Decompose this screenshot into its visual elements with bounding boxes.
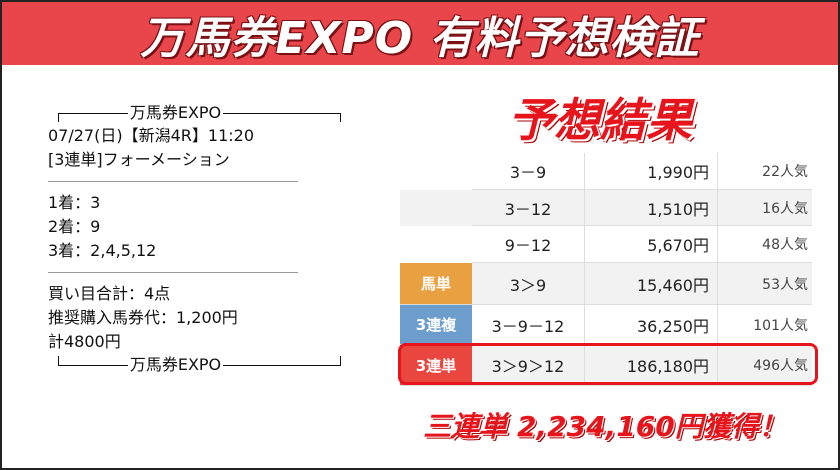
payout-table: ワイド 3－9 1,990円 22人気 3－12 1,510円 16人気 9－1…	[400, 153, 812, 386]
payout-cell: 15,460円	[584, 263, 717, 305]
sanrentan-highlight-box	[398, 343, 818, 385]
popularity-cell: 22人気	[717, 153, 812, 190]
popularity-cell: 16人気	[717, 190, 812, 226]
banner-title: 万馬券EXPO 有料予想検証	[140, 12, 700, 64]
payout-cell: 5,670円	[584, 226, 717, 263]
payout-cell: 186,180円	[584, 345, 717, 386]
combo-cell: 3－9－12	[472, 305, 584, 345]
table-row: 3連単 3＞9＞12 186,180円 496人気	[400, 345, 812, 386]
payout-cell: 1,510円	[584, 190, 717, 226]
race-date-line: 07/27(日)【新潟4R】11:20	[48, 126, 255, 145]
points-line: 買い目合計：4点	[48, 284, 171, 303]
bet-type-sanrentan: 3連単	[400, 345, 472, 386]
payout-cell: 1,990円	[584, 153, 717, 190]
ticket-header: 万馬券EXPO	[48, 102, 341, 124]
combo-cell: 3＞9	[472, 263, 584, 305]
result-title: 予想結果	[508, 93, 692, 147]
combo-cell: 3＞9＞12	[472, 345, 584, 386]
total-line: 計4800円	[48, 332, 121, 351]
ticket-panel: 万馬券EXPO 07/27(日)【新潟4R】11:20 [3連単]フォーメーショ…	[48, 102, 341, 376]
combo-cell: 9－12	[472, 226, 584, 263]
popularity-cell: 53人気	[717, 263, 812, 305]
header-banner: 万馬券EXPO 有料予想検証	[2, 2, 838, 65]
divider	[48, 181, 298, 182]
ticket-footer-label: 万馬券EXPO	[127, 355, 224, 374]
first-place-line: 1着：3	[48, 193, 101, 212]
popularity-cell: 496人気	[717, 345, 812, 386]
table-row: 3－12 1,510円 16人気	[400, 190, 812, 226]
second-place-line: 2着：9	[48, 217, 101, 236]
ticket-header-label: 万馬券EXPO	[127, 103, 224, 122]
ticket-footer: 万馬券EXPO	[48, 354, 341, 376]
third-place-line: 3着：2,4,5,12	[48, 241, 157, 260]
bet-type-umatan: 馬単	[400, 263, 472, 305]
divider	[48, 272, 298, 273]
winnings-summary: 三連単 2,234,160円獲得！	[423, 410, 787, 443]
bet-type-line: [3連単]フォーメーション	[48, 150, 230, 169]
table-row: 馬単 3＞9 15,460円 53人気	[400, 263, 812, 305]
payout-cell: 36,250円	[584, 305, 717, 345]
combo-cell: 3－9	[472, 153, 584, 190]
table-row: 3－9 1,990円 22人気	[400, 153, 812, 190]
table-row: 9－12 5,670円 48人気	[400, 226, 812, 263]
price-line: 推奨購入馬券代：1,200円	[48, 308, 238, 327]
popularity-cell: 101人気	[717, 305, 812, 345]
table-row: 3連複 3－9－12 36,250円 101人気	[400, 305, 812, 345]
combo-cell: 3－12	[472, 190, 584, 226]
popularity-cell: 48人気	[717, 226, 812, 263]
bet-type-sanrenpuku: 3連複	[400, 305, 472, 345]
